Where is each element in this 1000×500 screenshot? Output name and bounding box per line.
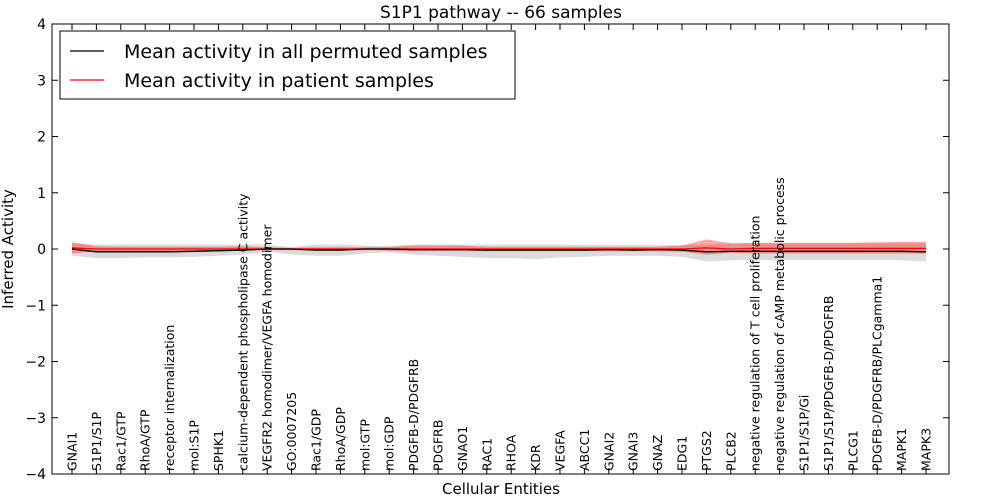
y-axis-label: Inferred Activity [0,189,17,309]
category-label: mol:GDP [382,416,397,471]
legend-label-patient: Mean activity in patient samples [124,70,434,92]
category-label: MAPK3 [919,428,934,471]
x-axis-label: Cellular Entities [442,480,560,498]
y-tick-label: 2 [37,130,46,146]
y-tick-label: −1 [25,298,46,314]
category-label: S1P1/S1P/Gi [797,395,812,471]
category-label: calcium-dependent phospholipase C activi… [235,193,250,471]
category-label: VEGFA [553,430,568,471]
category-label: Rac1/GTP [113,411,128,471]
category-label: SPHK1 [211,430,226,471]
category-label: negative regulation of cAMP metabolic pr… [772,177,787,471]
y-tick-label: 0 [37,242,46,258]
category-label: RhoA/GDP [333,407,348,471]
category-label: PTGS2 [699,430,714,471]
y-tick-label: −2 [25,355,46,371]
category-label: GNAI1 [65,432,80,471]
category-label: KDR [528,444,543,471]
y-tick-label: 4 [37,17,46,33]
category-label: PLCG1 [845,430,860,471]
category-label: GO:0007205 [284,392,299,471]
category-label: GNAI2 [601,432,616,471]
category-label: PLCB2 [723,431,738,471]
category-label: RHOA [504,434,519,471]
series-line-permuted [71,248,927,253]
legend-label-permuted: Mean activity in all permuted samples [124,41,487,63]
category-label: GNAO1 [455,426,470,471]
category-label: PDGFRB [431,420,446,471]
category-label: RAC1 [479,438,494,471]
legend: Mean activity in all permuted samples Me… [59,30,516,100]
y-tick-label: 1 [37,186,46,202]
category-label: EDG1 [675,436,690,471]
y-tick-label: −3 [25,411,46,427]
category-label: mol:GTP [357,419,372,471]
category-label: negative regulation of T cell proliferat… [748,216,763,471]
legend-frame [59,30,516,100]
category-label: receptor internalization [162,325,177,471]
category-label: Rac1/GDP [309,409,324,471]
category-label: GNAZ [650,435,665,471]
category-label: PDGFB-D/PDGFRB/PLCgamma1 [870,276,885,471]
category-label: S1P1/S1P/PDGFB-D/PDGFRB [821,296,836,472]
category-label: mol:S1P [187,420,202,471]
category-label: S1P1/S1P [89,412,104,471]
category-label: RhoA/GTP [138,409,153,471]
series-line-patient [71,247,926,250]
y-tick-label: −4 [25,467,46,483]
category-label: VEGFR2 homodimer/VEGFA homodimer [260,224,275,471]
category-label: MAPK1 [894,428,909,471]
band-patient [72,239,926,255]
category-label: PDGFB-D/PDGFRB [406,359,421,471]
y-tick-label: 3 [37,73,46,89]
category-label: ABCC1 [577,429,592,471]
category-label: GNAI3 [626,432,641,471]
chart-title: S1P1 pathway -- 66 samples [380,3,622,23]
